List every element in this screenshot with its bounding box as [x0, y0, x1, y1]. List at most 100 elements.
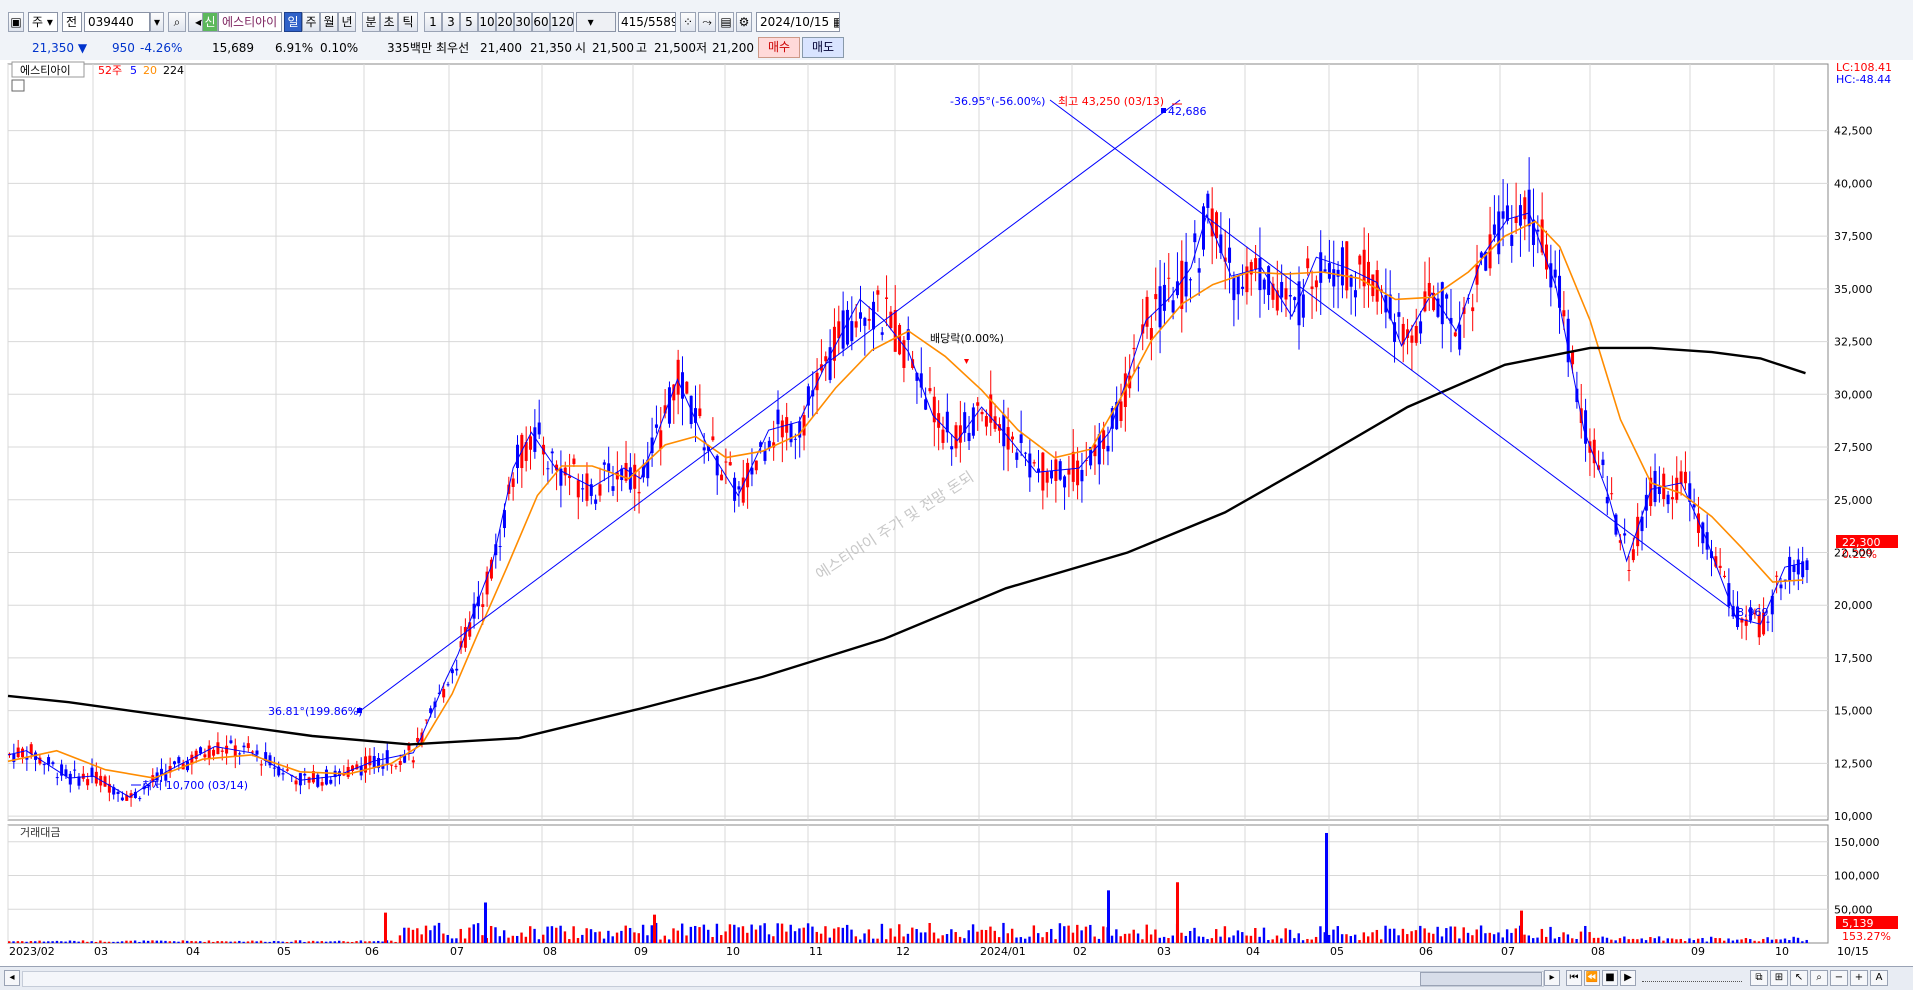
interval-1-button[interactable]: 1 [424, 12, 442, 32]
play-back-icon[interactable]: ⏪ [1584, 970, 1600, 986]
scroll-track[interactable] [22, 971, 1544, 987]
candle-body [355, 764, 359, 770]
period-tick-button[interactable]: 틱 [398, 12, 418, 32]
period-minute-button[interactable]: 분 [362, 12, 380, 32]
interval-120-button[interactable]: 120 [550, 12, 574, 32]
legend-stock-box[interactable] [11, 61, 85, 78]
volume-bar [251, 940, 254, 943]
interval-60-button[interactable]: 60 [532, 12, 550, 32]
period-select[interactable]: 주 ▾ [28, 12, 58, 32]
search-icon[interactable]: ⌕ [168, 12, 186, 32]
split-icon[interactable]: ⊞ [1770, 970, 1788, 986]
save-icon[interactable]: ▤ [718, 12, 734, 32]
candle-body [1084, 459, 1088, 461]
candle-body [60, 764, 64, 776]
volume-bar [759, 925, 762, 943]
scroll-right-button[interactable]: ▸ [1544, 970, 1560, 986]
font-icon[interactable]: A [1870, 970, 1888, 986]
high-annotation: 최고 43,250 (03/13) [1058, 95, 1164, 108]
volume-bar [377, 940, 380, 943]
interval-30-button[interactable]: 30 [514, 12, 532, 32]
candle-body [1284, 288, 1288, 300]
candle-body [1353, 290, 1357, 298]
candle-body [1649, 477, 1653, 507]
candle-body [1514, 216, 1518, 224]
cursor-icon[interactable]: ↖ [1790, 970, 1808, 986]
legend-settings-icon[interactable] [11, 79, 25, 92]
play-icon[interactable]: ▶ [1620, 970, 1636, 986]
candle-body [316, 774, 320, 787]
date-input[interactable]: 2024/10/15 ▦ [756, 12, 840, 32]
candle-body [285, 769, 289, 771]
scroll-thumb[interactable] [1420, 972, 1542, 986]
volume-bar [1775, 939, 1778, 943]
code-dropdown-icon[interactable]: ▾ [150, 12, 164, 32]
stock-code-input[interactable]: 039440 [84, 12, 150, 32]
sell-button[interactable]: 매도 [802, 37, 844, 58]
candle-body [1080, 469, 1084, 482]
trendline-down[interactable] [1049, 99, 1731, 609]
candle-body [81, 773, 85, 779]
layout-icon[interactable]: ⧉ [1750, 970, 1768, 986]
volume-bar [1080, 930, 1083, 943]
trendline-up[interactable] [359, 99, 1181, 712]
volume-bar [307, 941, 310, 943]
candle-body [1267, 266, 1271, 296]
period-week-button[interactable]: 주 [302, 12, 320, 32]
candle-body [1301, 294, 1305, 318]
interval-10-button[interactable]: 10 [478, 12, 496, 32]
volume-bar [355, 941, 358, 943]
volume-bar [86, 941, 89, 943]
market-select[interactable]: 전 [62, 12, 82, 32]
candle-body [138, 798, 142, 800]
volume-bar [958, 936, 962, 943]
stock-chart[interactable]: 36.81°(199.86%) -36.95°(-56.00%) 최고 43,2… [0, 60, 1913, 966]
candle-body [654, 424, 658, 428]
count-display[interactable]: 415/5589 [618, 12, 676, 32]
candle-body [476, 596, 480, 607]
volume-tick-label: 150,000 [1834, 836, 1880, 849]
stop-icon[interactable]: ■ [1602, 970, 1618, 986]
buy-button[interactable]: 매수 [758, 37, 800, 58]
candle-body [1219, 234, 1223, 253]
link-icon[interactable]: ⁘ [680, 12, 696, 32]
trend-anchor-high[interactable] [1161, 108, 1166, 113]
period-year-button[interactable]: 년 [338, 12, 356, 32]
zoom-icon[interactable]: ⌕ [1810, 970, 1828, 986]
candle-body [1683, 471, 1687, 484]
candle-body [442, 688, 446, 698]
volume-bar [971, 924, 975, 943]
interval-20-button[interactable]: 20 [496, 12, 514, 32]
period-month-button[interactable]: 월 [320, 12, 338, 32]
trend-anchor-low[interactable] [357, 708, 362, 713]
candle-body [1136, 367, 1140, 369]
plus-icon[interactable]: + [1850, 970, 1868, 986]
candle-body [546, 468, 550, 470]
zoom-slider[interactable] [1642, 973, 1742, 982]
scroll-left-button[interactable]: ◂ [4, 970, 20, 986]
candle-body [1709, 551, 1713, 559]
period-day-button[interactable]: 일 [284, 12, 302, 32]
volume-bar [1662, 940, 1665, 943]
volume-bar [290, 941, 293, 943]
tool-icon[interactable]: ⤳ [698, 12, 716, 32]
candle-body [1445, 294, 1449, 299]
window-menu-icon[interactable]: ▣ [8, 12, 24, 32]
interval-3-button[interactable]: 3 [442, 12, 460, 32]
gear-icon[interactable]: ⚙ [736, 12, 752, 32]
volume-bar [437, 922, 441, 943]
candle-body [372, 756, 376, 768]
candle-body [1753, 612, 1757, 615]
first-icon[interactable]: ⏮ [1566, 970, 1582, 986]
period-second-button[interactable]: 초 [380, 12, 398, 32]
minus-icon[interactable]: − [1830, 970, 1848, 986]
volume-bar [1796, 937, 1800, 943]
y-tick-label: 20,000 [1834, 599, 1873, 612]
candle-body [529, 436, 533, 450]
interval-5-button[interactable]: 5 [460, 12, 478, 32]
volume-bar [372, 941, 376, 943]
volume-bar [1149, 934, 1153, 943]
candle-body [1323, 269, 1327, 272]
custom-interval-input[interactable]: ▾ [576, 12, 616, 32]
volume-bar [1184, 935, 1188, 943]
